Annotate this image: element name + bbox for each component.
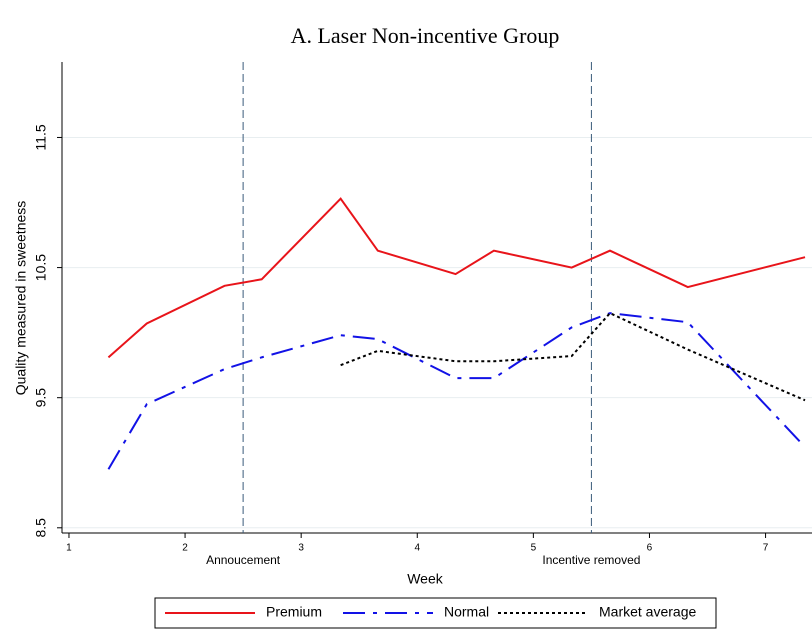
annotation-label: Incentive removed — [542, 553, 640, 567]
y-tick-label: 10.5 — [33, 254, 49, 281]
annotation-label: Annoucement — [206, 553, 281, 567]
x-tick-label: 2 — [182, 543, 188, 554]
x-tick-label: 7 — [763, 543, 769, 554]
y-tick-label: 9.5 — [33, 388, 49, 408]
chart-title: A. Laser Non-incentive Group — [291, 23, 560, 48]
series-line — [107, 197, 806, 359]
x-tick-label: 3 — [298, 543, 304, 554]
series-line — [340, 311, 806, 402]
y-axis-label: Quality measured in sweetness — [13, 201, 29, 396]
legend-label: Premium — [266, 604, 322, 620]
x-tick-label: 5 — [531, 543, 537, 554]
series-line — [107, 312, 806, 470]
y-tick-label: 11.5 — [33, 124, 49, 150]
x-tick-label: 4 — [414, 543, 420, 554]
x-axis-label: Week — [407, 571, 444, 587]
legend-label: Normal — [444, 604, 489, 620]
x-tick-label: 6 — [647, 543, 653, 554]
y-tick-label: 8.5 — [33, 518, 49, 538]
x-tick-label: 1 — [66, 543, 72, 554]
legend-label: Market average — [599, 604, 696, 620]
